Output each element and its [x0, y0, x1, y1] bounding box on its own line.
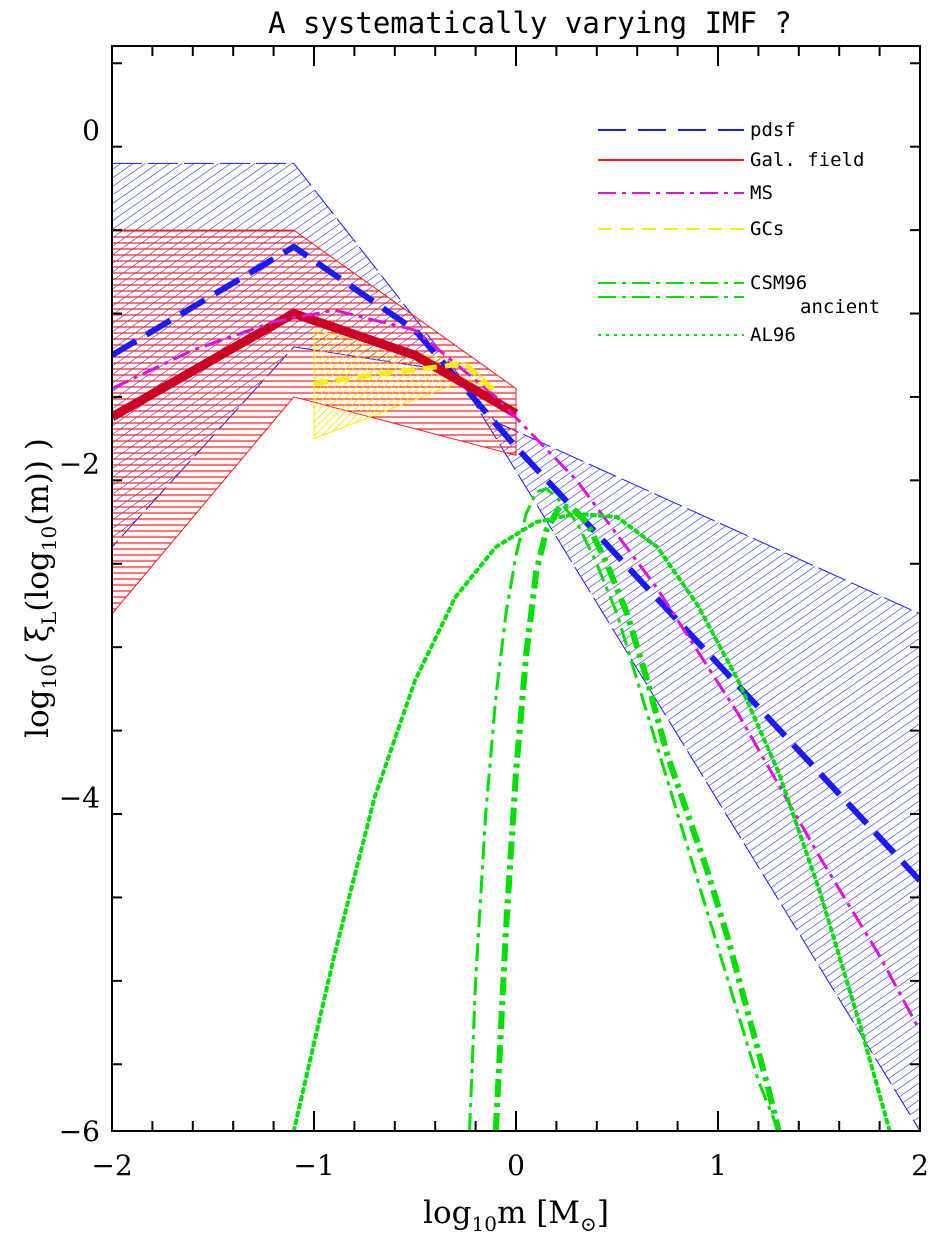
x-tick-label: 2	[911, 1149, 929, 1182]
legend-label: GCs	[750, 218, 784, 240]
band-gcs	[313, 329, 497, 440]
axis-tick-labels: −2 −1 0 1 2 0 −2 −4 −6	[59, 114, 929, 1182]
y-tick-label: 0	[82, 114, 100, 147]
x-axis-label: log10m [M⊙]	[423, 1195, 609, 1235]
axis-ticks	[111, 46, 921, 1131]
x-tick-label: 1	[709, 1149, 727, 1182]
series-pdsf	[112, 243, 920, 883]
y-axis-label: log10( ξL(log10(m)) )	[20, 438, 61, 738]
series-lines	[112, 243, 920, 1131]
y-tick-label: −2	[59, 448, 100, 481]
series-gal-field	[112, 309, 519, 421]
sun-symbol-icon: ⊙	[580, 1212, 597, 1235]
x-tick-label: −2	[91, 1149, 132, 1182]
x-tick-label: −1	[293, 1149, 334, 1182]
legend-label: Gal. field	[750, 149, 864, 171]
legend-label: MS	[750, 182, 773, 204]
legend-label: AL96	[750, 324, 796, 346]
y-tick-label: −4	[59, 781, 100, 814]
legend-label: CSM96	[750, 272, 807, 294]
series-csm96-ancient	[468, 487, 780, 1131]
legend-label: pdsf	[750, 119, 796, 141]
series-gcs	[313, 361, 498, 396]
band-gal-field	[112, 229, 517, 615]
series-csm96	[492, 502, 782, 1131]
chart-title: A systematically varying IMF ?	[268, 6, 792, 40]
series-al96	[291, 511, 892, 1131]
y-tick-label: −6	[59, 1115, 100, 1148]
x-tick-label: 0	[507, 1149, 525, 1182]
hatched-bands	[112, 162, 920, 1131]
legend-label: ancient	[800, 296, 880, 318]
series-ms	[112, 308, 920, 1032]
